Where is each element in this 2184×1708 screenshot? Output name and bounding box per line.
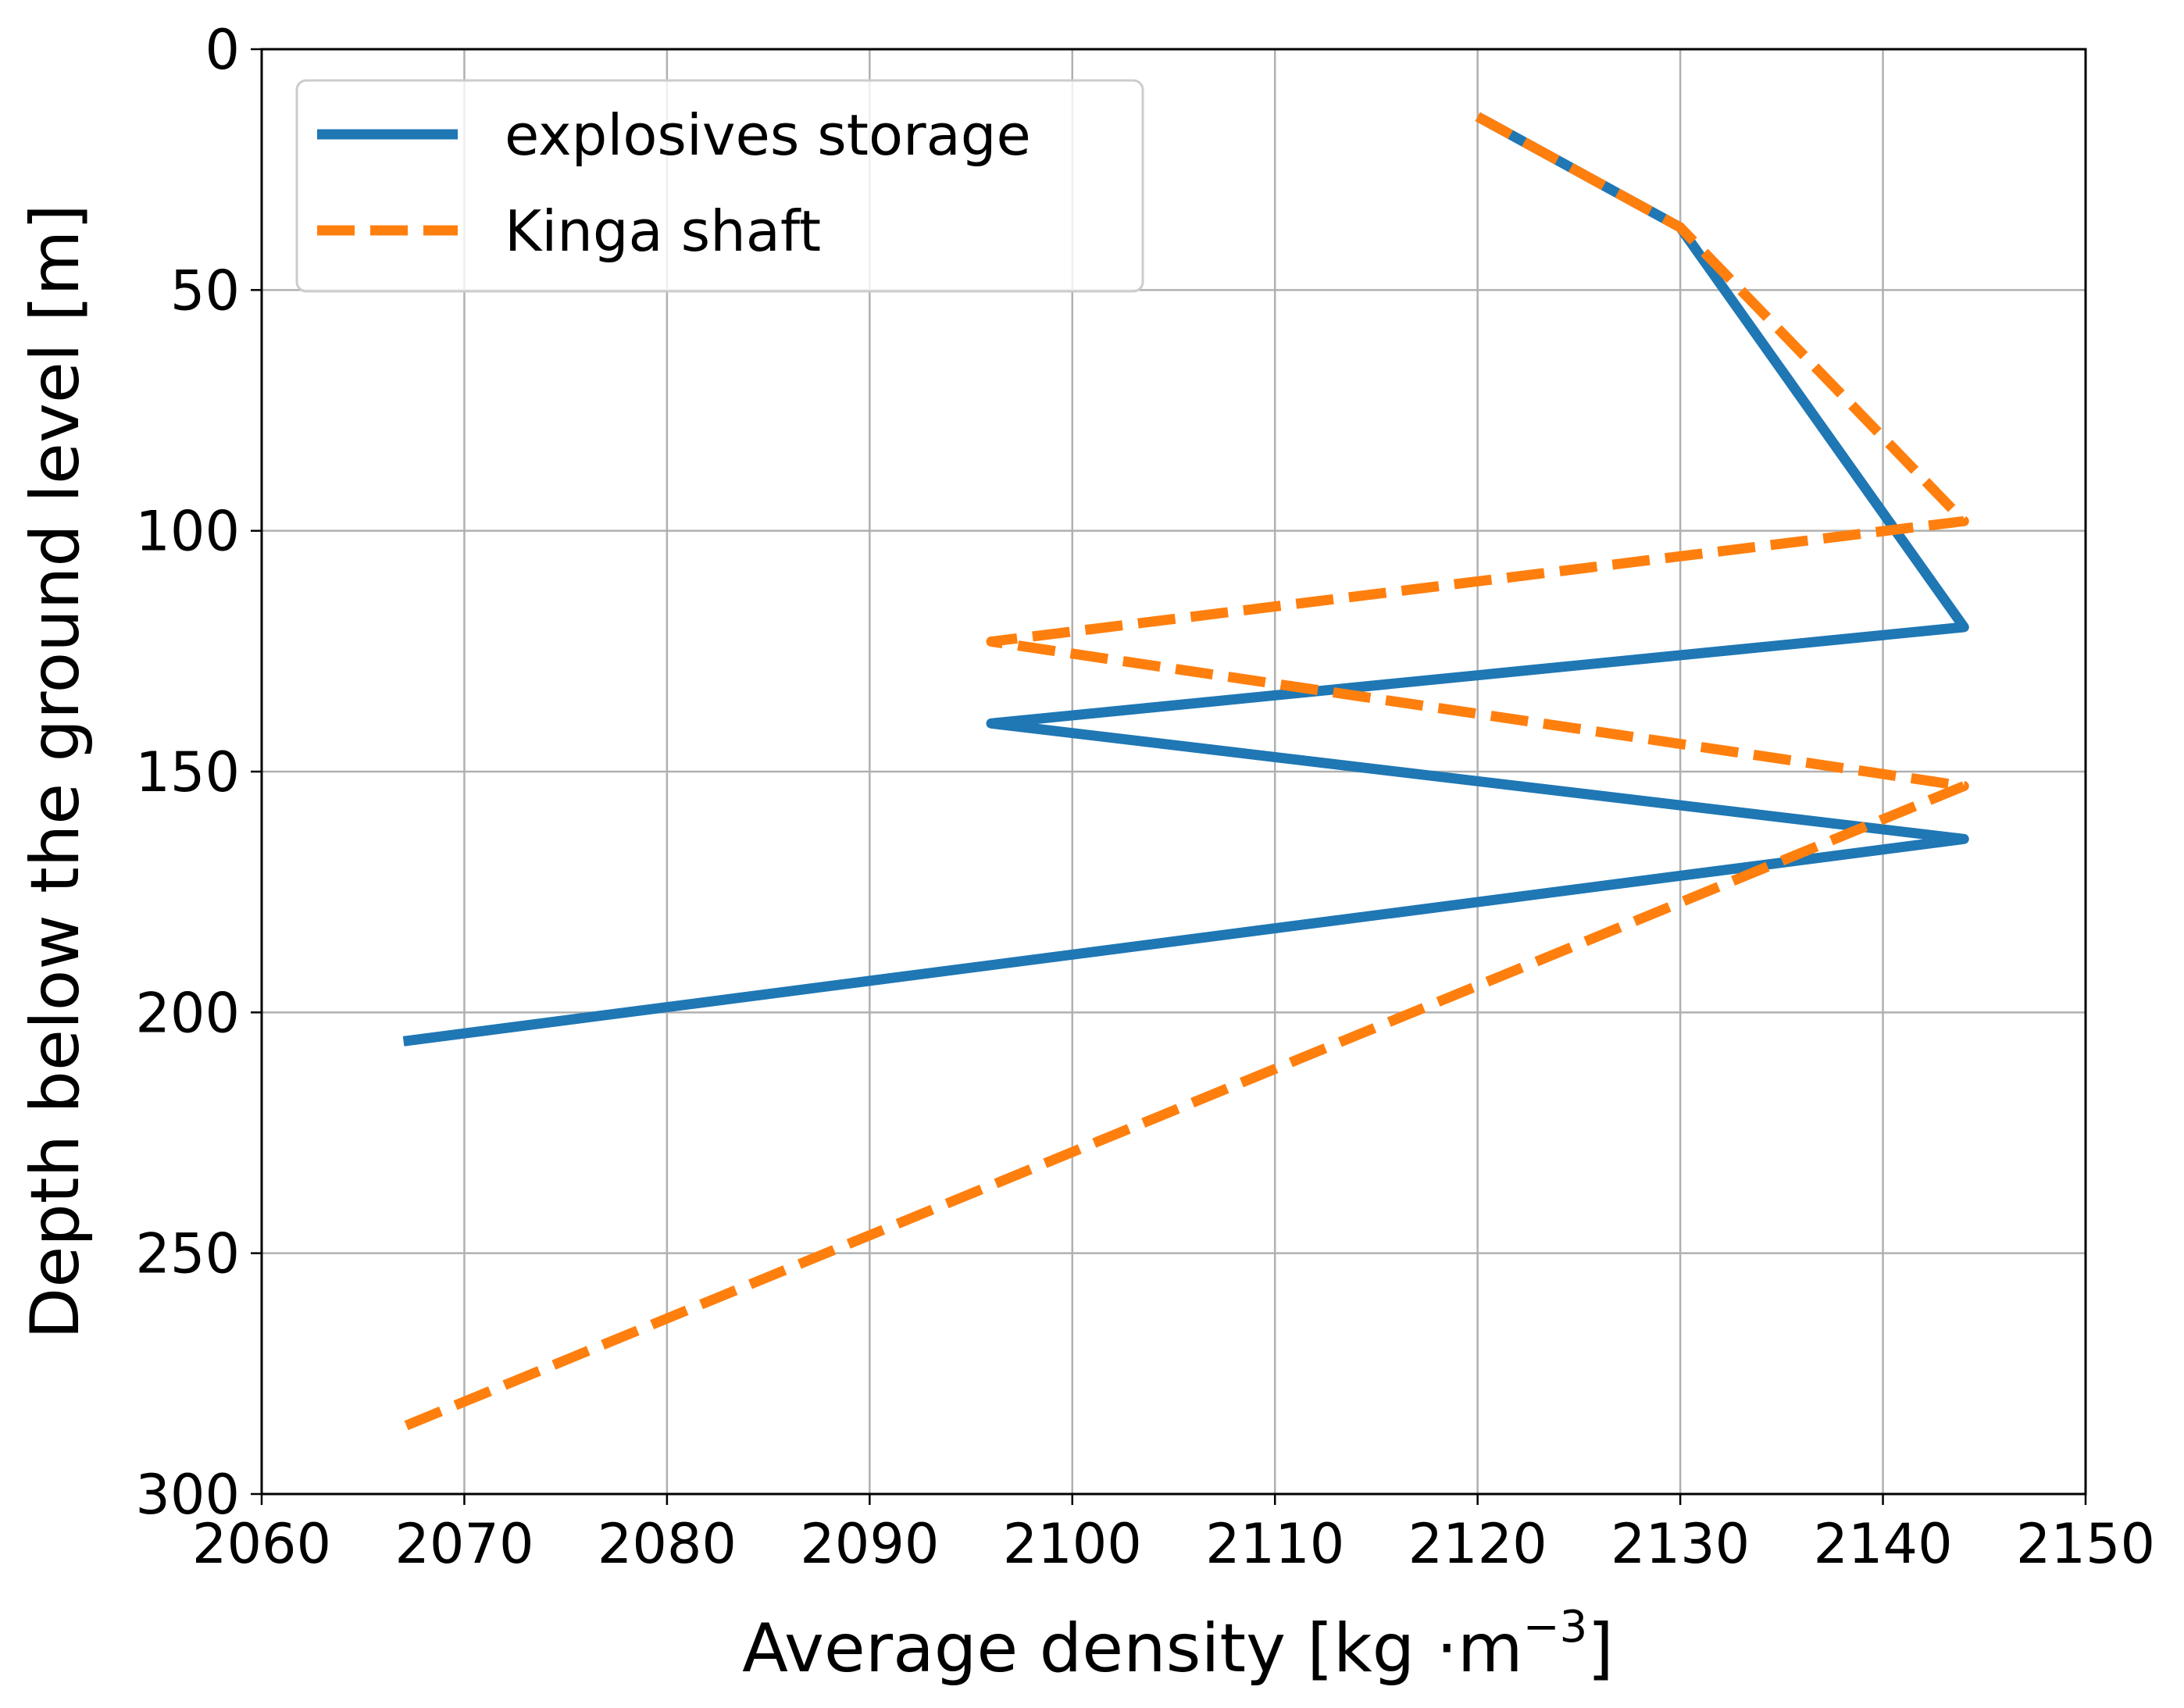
y-tick-label: 0: [205, 18, 240, 82]
y-axis-label: Depth below the ground level [m]: [16, 204, 95, 1339]
legend-label-kinga-shaft: Kinga shaft: [505, 198, 821, 264]
x-tick-label: 2150: [2016, 1512, 2155, 1576]
x-tick-label: 2130: [1611, 1512, 1750, 1576]
x-tick-label: 2090: [800, 1512, 939, 1576]
series-layer: [401, 112, 1969, 1432]
x-tick-label: 2080: [598, 1512, 737, 1576]
x-tick-label: 2120: [1408, 1512, 1547, 1576]
x-tick-labels: 2060 2070 2080 2090 2100 2110 2120 2130 2140 2150: [192, 1512, 2155, 1576]
y-tick-label: 250: [135, 1222, 240, 1286]
legend-box: [295, 79, 1144, 293]
x-axis-label-suffix: ]: [1587, 1610, 1614, 1688]
x-tick-label: 2140: [1813, 1512, 1952, 1576]
x-axis-label: Average density [kg ·m−3]: [742, 1602, 1614, 1688]
x-tick-label: 2100: [1003, 1512, 1142, 1576]
ticks: [251, 48, 2087, 1505]
y-tick-label: 300: [135, 1463, 240, 1527]
x-tick-label: 2060: [192, 1512, 331, 1576]
legend-label-explosives-storage: explosives storage: [505, 102, 1031, 168]
x-axis-label-main: Average density [kg ·m: [742, 1610, 1523, 1688]
legend: explosives storage Kinga shaft: [295, 79, 1144, 293]
y-tick-label: 50: [170, 259, 240, 323]
y-tick-label: 200: [135, 981, 240, 1045]
y-tick-label: 150: [135, 740, 240, 804]
x-tick-label: 2070: [394, 1512, 534, 1576]
y-tick-label: 100: [135, 500, 240, 564]
x-tick-label: 2110: [1205, 1512, 1344, 1576]
x-axis-label-superscript: −3: [1523, 1602, 1588, 1653]
series-line-kinga-shaft: [401, 112, 1969, 1432]
y-tick-labels: 0 50 100 150 200 250 300: [135, 18, 240, 1527]
